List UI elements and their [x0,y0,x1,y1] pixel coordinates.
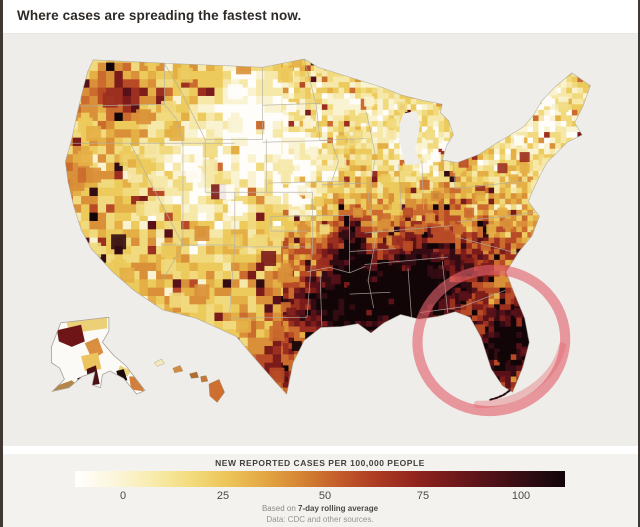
legend-tick-labels: 0 25 50 75 100 [0,490,640,502]
map-area [0,33,640,446]
legend: NEW REPORTED CASES PER 100,000 PEOPLE 0 2… [0,454,640,527]
right-edge-border [638,0,640,527]
legend-gradient-bar [75,471,565,487]
page-title: Where cases are spreading the fastest no… [17,8,302,23]
map-legend-divider [0,446,640,454]
legend-source: Data: CDC and other sources. [266,515,374,524]
legend-note-prefix: Based on [261,504,298,513]
legend-title: NEW REPORTED CASES PER 100,000 PEOPLE [215,458,425,468]
left-edge-border [0,0,3,527]
legend-tick: 25 [216,490,230,502]
legend-note-bold: 7-day rolling average [298,504,379,513]
legend-tick: 0 [119,490,127,502]
legend-note: Based on 7-day rolling average [0,504,640,513]
legend-tick: 50 [318,490,332,502]
us-choropleth-map [51,58,591,417]
annotation-circle [406,264,571,417]
legend-tick: 75 [416,490,430,502]
title-bar: Where cases are spreading the fastest no… [0,0,640,34]
legend-tick: 100 [511,490,531,502]
